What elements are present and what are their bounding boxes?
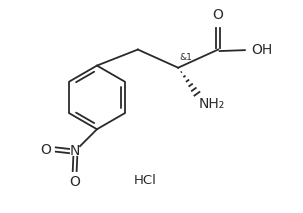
Text: O: O [69, 175, 80, 189]
Text: OH: OH [251, 43, 273, 57]
Text: O: O [41, 142, 52, 157]
Text: O: O [213, 8, 224, 22]
Text: &1: &1 [180, 53, 192, 62]
Text: NH₂: NH₂ [199, 97, 225, 111]
Text: N: N [70, 144, 80, 158]
Text: HCl: HCl [134, 174, 157, 187]
